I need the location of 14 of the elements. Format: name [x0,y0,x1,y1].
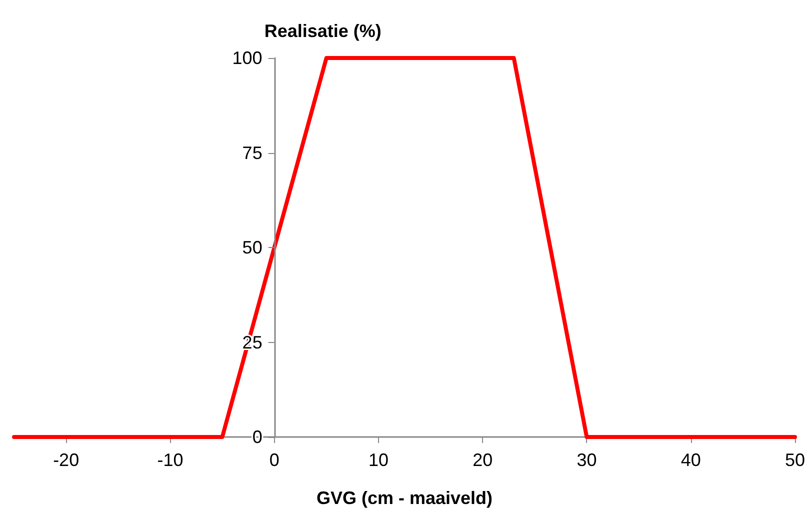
x-tick-label: 50 [784,450,806,470]
y-tick-label: 50 [242,238,262,258]
y-tick-label: 100 [232,48,262,68]
x-tick-label: 10 [368,450,388,470]
y-tick-label: 75 [242,142,262,163]
x-tick-label: 0 [269,450,280,470]
y-tick-label: 0 [252,427,262,447]
y-axis-title: Realisatie (%) [264,21,382,41]
x-tick-label: -20 [53,450,80,470]
x-axis-title: GVG (cm - maaiveld) [316,488,493,508]
x-tick-label: 40 [680,450,701,470]
x-tick-label: 20 [472,450,493,470]
x-tick-label: 30 [576,450,597,470]
x-tick-label: -10 [157,450,184,470]
